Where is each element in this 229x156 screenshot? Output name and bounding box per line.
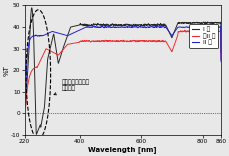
- Legend: I 型, 準II 型, II 型: I 型, 準II 型, II 型: [188, 24, 217, 48]
- Text: この部分の性質を
利用する: この部分の性質を 利用する: [54, 79, 89, 95]
- Y-axis label: %T: %T: [3, 65, 9, 76]
- X-axis label: Wavelength [nm]: Wavelength [nm]: [88, 146, 156, 153]
